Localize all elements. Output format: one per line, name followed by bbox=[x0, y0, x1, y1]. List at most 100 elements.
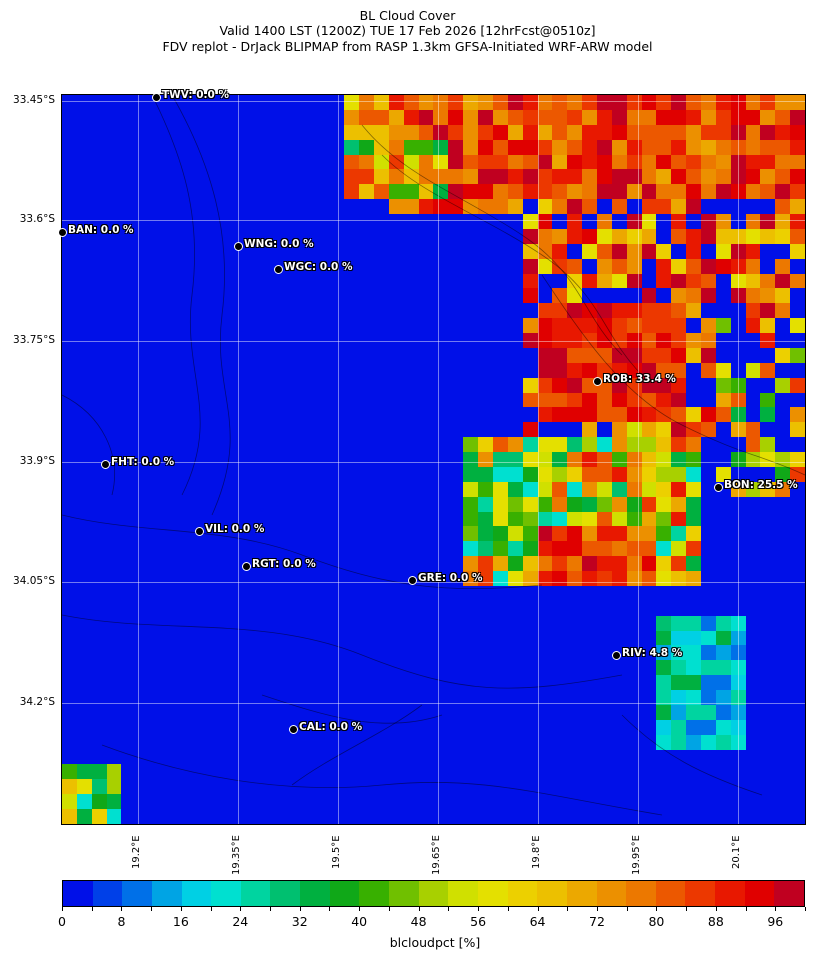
colorbar-bin bbox=[92, 881, 123, 906]
colorbar-bin bbox=[211, 881, 241, 906]
station-dot-icon bbox=[195, 527, 204, 536]
colorbar-bin bbox=[477, 881, 508, 906]
colorbar-bin bbox=[270, 881, 301, 906]
colorbar-tick bbox=[448, 907, 450, 911]
lon-tick-label: 19.8°E bbox=[531, 835, 542, 870]
station-label: BON: 25.5 % bbox=[724, 479, 798, 491]
colorbar-tick bbox=[240, 907, 242, 911]
station-label: WNG: 0.0 % bbox=[244, 238, 314, 250]
colorbar-bin bbox=[448, 881, 478, 906]
lon-tick-label: 19.35°E bbox=[231, 835, 242, 876]
colorbar-bin bbox=[240, 881, 271, 906]
station-dot-icon bbox=[274, 265, 283, 274]
station-dot-icon bbox=[289, 725, 298, 734]
colorbar-tick bbox=[210, 907, 212, 911]
colorbar-tick bbox=[388, 907, 390, 911]
station-dot-icon bbox=[234, 242, 243, 251]
colorbar-bin bbox=[537, 881, 567, 906]
station-label: RGT: 0.0 % bbox=[252, 558, 316, 570]
colorbar-bin bbox=[329, 881, 360, 906]
colorbar-tick bbox=[62, 907, 63, 911]
colorbar-tick bbox=[656, 907, 658, 911]
station-dot-icon bbox=[714, 483, 723, 492]
colorbar-bin bbox=[181, 881, 212, 906]
lat-tick-label: 34.05°S bbox=[13, 575, 55, 587]
colorbar-tick bbox=[805, 907, 806, 911]
colorbar-tick bbox=[329, 907, 331, 911]
cloud-field-grid bbox=[62, 95, 805, 824]
colorbar-tick bbox=[775, 907, 777, 911]
colorbar-tick-label: 8 bbox=[117, 914, 126, 929]
colorbar-tick-label: 16 bbox=[172, 914, 189, 929]
colorbar-tick-label: 32 bbox=[291, 914, 308, 929]
colorbar-tick bbox=[626, 907, 628, 911]
colorbar-bin bbox=[63, 881, 93, 906]
colorbar-bin bbox=[566, 881, 597, 906]
colorbar-tick-label: 64 bbox=[529, 914, 546, 929]
colorbar-tick-label: 40 bbox=[351, 914, 368, 929]
lon-tick-label: 20.1°E bbox=[731, 835, 742, 870]
lat-tick-label: 33.75°S bbox=[13, 334, 55, 346]
colorbar-tick bbox=[567, 907, 569, 911]
colorbar-tick-label: 0 bbox=[58, 914, 66, 929]
lon-tick-label: 19.65°E bbox=[431, 835, 442, 876]
colorbar-tick bbox=[418, 907, 420, 911]
station-label: WGC: 0.0 % bbox=[284, 261, 353, 273]
colorbar-tick-label: 96 bbox=[767, 914, 784, 929]
colorbar-tick bbox=[596, 907, 598, 911]
lon-tick-label: 19.95°E bbox=[631, 835, 642, 876]
colorbar-label: blcloudpct [%] bbox=[389, 935, 481, 950]
station-dot-icon bbox=[58, 228, 67, 237]
colorbar-tick bbox=[91, 907, 93, 911]
cloud-cover-map[interactable] bbox=[61, 94, 806, 825]
title: BL Cloud Cover bbox=[359, 8, 456, 23]
colorbar-bin bbox=[774, 881, 805, 906]
colorbar-tick bbox=[478, 907, 480, 911]
colorbar-bin bbox=[715, 881, 745, 906]
lat-tick-label: 33.45°S bbox=[13, 94, 55, 106]
colorbar-bin bbox=[596, 881, 627, 906]
colorbar-bin bbox=[359, 881, 390, 906]
colorbar-bin bbox=[507, 881, 538, 906]
station-label: TWV: 0.0 % bbox=[162, 89, 230, 101]
station-dot-icon bbox=[242, 562, 251, 571]
station-dot-icon bbox=[101, 460, 110, 469]
lat-tick-label: 34.2°S bbox=[19, 696, 55, 708]
source-line: FDV replot - DrJack BLIPMAP from RASP 1.… bbox=[162, 39, 653, 54]
station-label: BAN: 0.0 % bbox=[68, 224, 134, 236]
colorbar-tick bbox=[715, 907, 717, 911]
colorbar-bin bbox=[655, 881, 686, 906]
colorbar-bin bbox=[626, 881, 656, 906]
colorbar-tick bbox=[151, 907, 153, 911]
colorbar-tick-label: 80 bbox=[648, 914, 665, 929]
colorbar-bin bbox=[685, 881, 716, 906]
colorbar-bin bbox=[744, 881, 775, 906]
colorbar-tick bbox=[180, 907, 182, 911]
colorbar-bin bbox=[418, 881, 449, 906]
colorbar-tick-label: 88 bbox=[707, 914, 724, 929]
colorbar bbox=[62, 880, 805, 907]
colorbar-tick bbox=[745, 907, 747, 911]
colorbar-tick bbox=[686, 907, 688, 911]
station-label: RIV: 4.8 % bbox=[622, 647, 683, 659]
station-label: FHT: 0.0 % bbox=[111, 456, 175, 468]
colorbar-tick bbox=[270, 907, 272, 911]
colorbar-tick bbox=[537, 907, 539, 911]
colorbar-tick-label: 48 bbox=[410, 914, 427, 929]
station-dot-icon bbox=[612, 651, 621, 660]
station-label: GRE: 0.0 % bbox=[418, 572, 483, 584]
colorbar-tick bbox=[507, 907, 509, 911]
colorbar-tick bbox=[299, 907, 301, 911]
station-label: CAL: 0.0 % bbox=[299, 721, 363, 733]
colorbar-tick-label: 56 bbox=[470, 914, 487, 929]
colorbar-tick bbox=[121, 907, 123, 911]
colorbar-bin bbox=[151, 881, 182, 906]
colorbar-bin bbox=[300, 881, 330, 906]
valid-time: Valid 1400 LST (1200Z) TUE 17 Feb 2026 [… bbox=[219, 23, 596, 38]
lat-tick-label: 33.6°S bbox=[19, 213, 55, 225]
colorbar-bin bbox=[122, 881, 152, 906]
colorbar-tick bbox=[359, 907, 361, 911]
station-dot-icon bbox=[152, 93, 161, 102]
station-label: VIL: 0.0 % bbox=[205, 523, 265, 535]
station-label: ROB: 33.4 % bbox=[603, 373, 676, 385]
